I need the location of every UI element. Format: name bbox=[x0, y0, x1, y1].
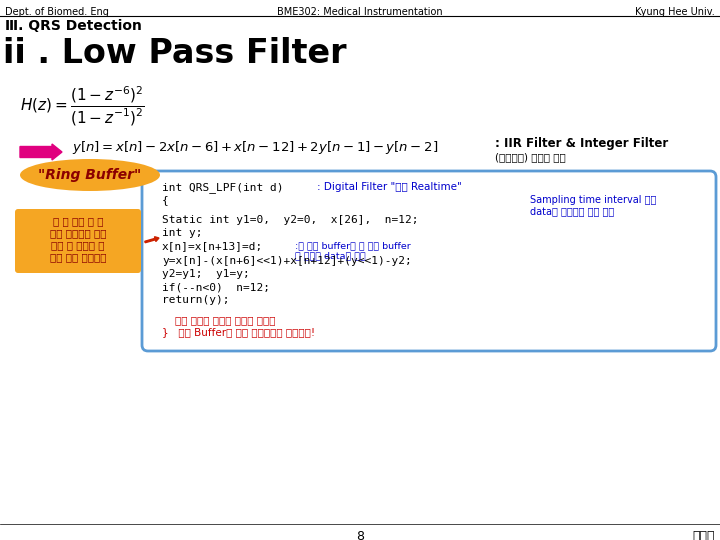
Text: {: { bbox=[162, 195, 168, 205]
Text: $y[n] = x[n] - 2x[n-6] + x[n-12] + 2y[n-1] - y[n-2]$: $y[n] = x[n] - 2x[n-6] + x[n-12] + 2y[n-… bbox=[72, 139, 438, 157]
Text: 에 동시에 data를 써준: 에 동시에 data를 써준 bbox=[295, 251, 366, 260]
Text: 뒤로 돌아가서 읽어: 뒤로 돌아가서 읽어 bbox=[50, 228, 107, 238]
FancyBboxPatch shape bbox=[142, 171, 716, 351]
Text: Sampling time interval 마다: Sampling time interval 마다 bbox=[530, 195, 657, 205]
Text: Kyung Hee Univ.: Kyung Hee Univ. bbox=[635, 7, 715, 17]
Text: int y;: int y; bbox=[162, 228, 202, 238]
Text: Dept. of Biomed. Eng: Dept. of Biomed. Eng bbox=[5, 7, 109, 17]
Text: int QRS_LPF(int d): int QRS_LPF(int d) bbox=[162, 182, 284, 193]
Text: : Digital Filter "항상 Realtime": : Digital Filter "항상 Realtime" bbox=[317, 182, 462, 192]
Text: }   후에 Buffer가 차면 정상적으로 동작한다!: } 후에 Buffer가 차면 정상적으로 동작한다! bbox=[162, 327, 315, 337]
FancyArrow shape bbox=[145, 237, 159, 242]
Text: return(y);: return(y); bbox=[162, 295, 230, 305]
Text: data가 들어오고 계속 반복: data가 들어오고 계속 반복 bbox=[530, 206, 614, 216]
Text: ii . Low Pass Filter: ii . Low Pass Filter bbox=[3, 37, 346, 70]
Text: $H(z) = \dfrac{(1 - z^{-6})^2}{(1 - z^{-1})^2}$: $H(z) = \dfrac{(1 - z^{-6})^2}{(1 - z^{-… bbox=[20, 85, 145, 128]
Text: 전 것 읽어 올 때: 전 것 읽어 올 때 bbox=[53, 216, 103, 226]
Text: Ⅲ. QRS Detection: Ⅲ. QRS Detection bbox=[5, 19, 142, 33]
Text: y2=y1;  y1=y;: y2=y1; y1=y; bbox=[162, 269, 250, 279]
Text: (정수계산) 빠르게 가능: (정수계산) 빠르게 가능 bbox=[495, 152, 566, 162]
Text: "Ring Buffer": "Ring Buffer" bbox=[38, 168, 142, 182]
Text: Static int y1=0,  y2=0,  x[26],  n=12;: Static int y1=0, y2=0, x[26], n=12; bbox=[162, 215, 418, 225]
Ellipse shape bbox=[20, 159, 160, 191]
Text: if(--n<0)  n=12;: if(--n<0) n=12; bbox=[162, 282, 270, 292]
Text: BME302: Medical Instrumentation: BME302: Medical Instrumentation bbox=[277, 7, 443, 17]
FancyArrow shape bbox=[20, 144, 62, 160]
Text: 8: 8 bbox=[356, 530, 364, 540]
Text: 첫음 일정한 시간은 쓰레기 값이고: 첫음 일정한 시간은 쓰레기 값이고 bbox=[162, 315, 276, 325]
FancyBboxPatch shape bbox=[15, 209, 141, 273]
Text: 김소연: 김소연 bbox=[693, 530, 715, 540]
Text: 오는 게 싫으니 앞: 오는 게 싫으니 앞 bbox=[51, 240, 104, 250]
Text: 으로 가며 찾으려고: 으로 가며 찾으려고 bbox=[50, 252, 107, 262]
Text: y=x[n]-(x[n+6]<<1)+x[n+12]+(y<<1)-y2;: y=x[n]-(x[n+6]<<1)+x[n+12]+(y<<1)-y2; bbox=[162, 256, 412, 266]
Text: :첫 번째 buffer와 두 번째 buffer: :첫 번째 buffer와 두 번째 buffer bbox=[295, 241, 410, 250]
Text: x[n]=x[n+13]=d;: x[n]=x[n+13]=d; bbox=[162, 241, 264, 251]
Text: : IIR Filter & Integer Filter: : IIR Filter & Integer Filter bbox=[495, 138, 668, 151]
